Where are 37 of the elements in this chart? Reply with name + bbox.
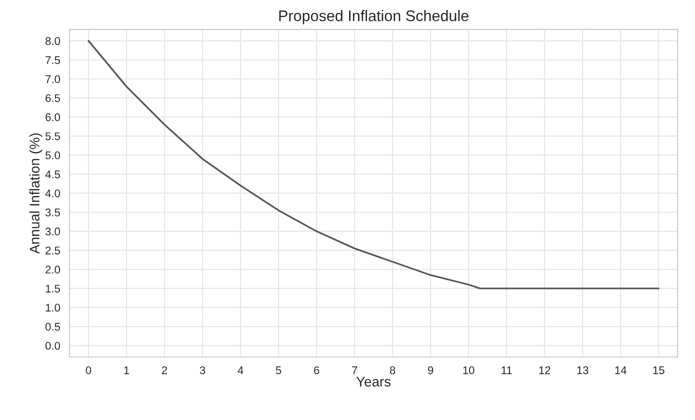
y-tick-label: 4.0 [45,189,60,198]
x-tick-label: 5 [276,366,282,374]
y-tick-label: 8.0 [46,37,60,45]
y-tick-label: 7.0 [46,75,60,84]
x-tick-label: 15 [653,366,664,374]
y-tick-label: 6.0 [46,113,60,122]
x-tick-label: 14 [615,366,626,374]
y-tick-label: 3.5 [45,208,60,216]
y-tick-label: 7.5 [46,56,60,64]
y-tick-label: 5.0 [45,151,60,160]
line-series [88,40,660,290]
y-tick-label: 4.5 [45,170,60,178]
x-axis-title: Years [356,376,391,387]
x-tick-label: 1 [124,366,130,374]
x-tick-label: 3 [200,366,206,374]
x-tick-label: 0 [86,366,92,374]
x-tick-label: 6 [314,366,320,374]
y-tick-label: 0.5 [45,322,60,331]
y-tick-label: 5.5 [45,132,60,140]
y-tick-label: 6.5 [46,94,60,102]
x-tick-label: 13 [577,366,588,374]
x-tick-label: 4 [238,366,244,374]
y-tick-label: 1.0 [46,304,60,312]
chart-title: Proposed Inflation Schedule [279,10,468,24]
y-tick-label: 2.5 [46,246,60,254]
x-tick-label: 8 [390,366,396,374]
x-tick-label: 2 [162,366,168,374]
y-axis-title: Annual Inflation (%) [29,133,42,254]
y-tick-label: 1.5 [46,284,60,293]
x-tick-label: 7 [352,366,358,374]
x-tick-label: 10 [463,366,474,374]
x-tick-label: 9 [428,366,434,374]
y-tick-label: 0.0 [45,342,60,350]
y-tick-label: 3.0 [45,228,60,236]
x-tick-label: 11 [502,366,512,374]
x-tick-label: 12 [539,366,550,374]
y-tick-label: 2.0 [46,266,60,274]
